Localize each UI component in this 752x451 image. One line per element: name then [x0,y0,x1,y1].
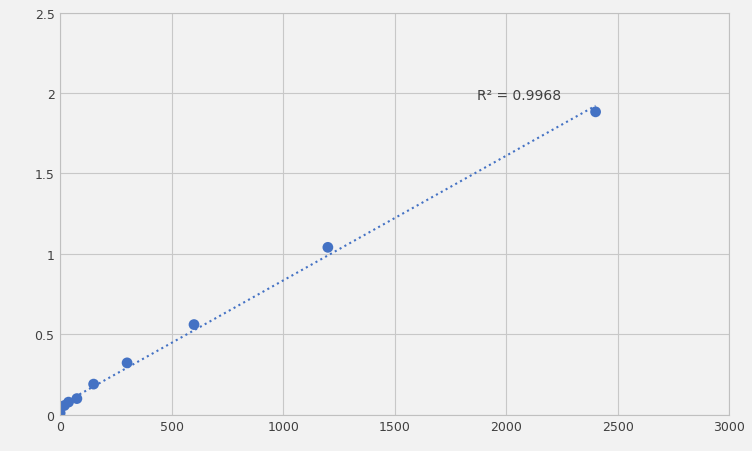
Text: R² = 0.9968: R² = 0.9968 [478,88,562,102]
Point [59,402,71,409]
Point [590,109,602,116]
Point [54,410,66,417]
Point [322,244,334,251]
Point [62,399,74,406]
Point [87,381,99,388]
Point [71,395,83,402]
Point [121,359,133,367]
Point [188,321,200,328]
